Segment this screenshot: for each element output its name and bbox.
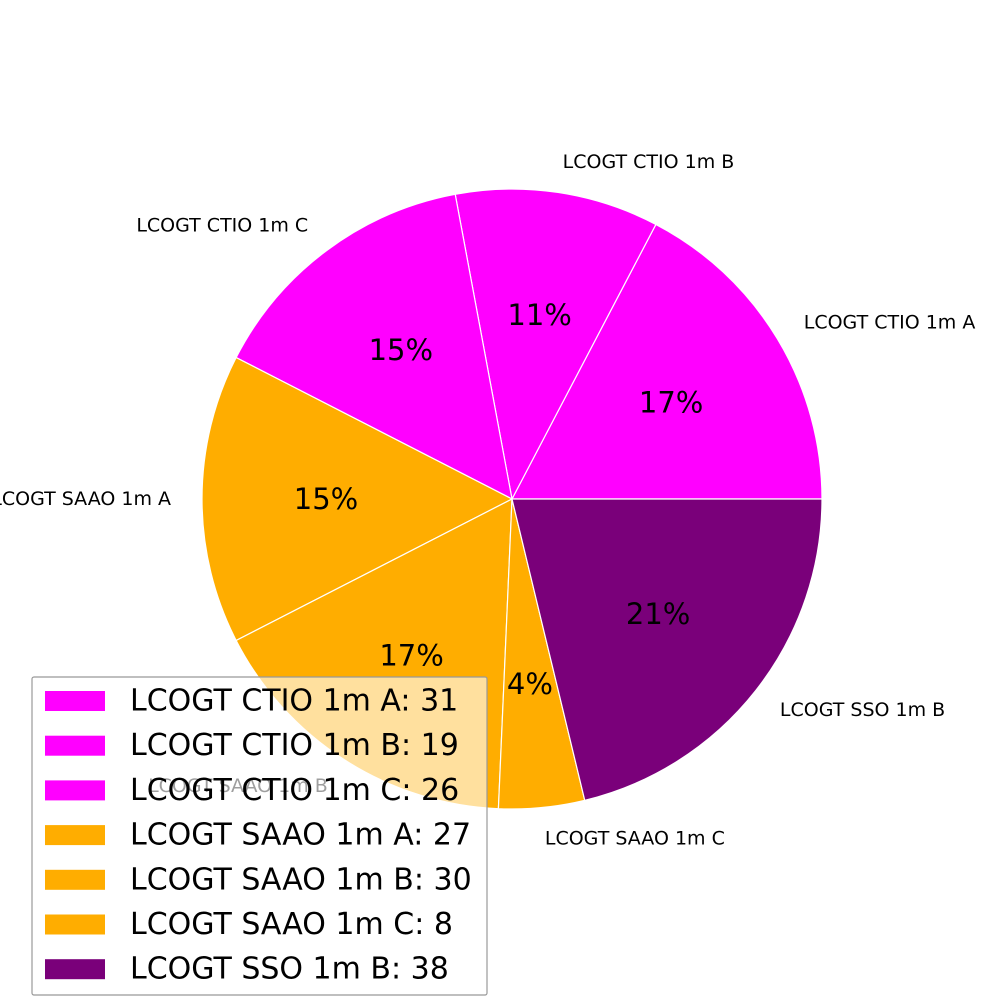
slice-name-label: LCOGT SSO 1m B — [780, 699, 945, 721]
legend-entry: LCOGT SAAO 1m C: 8 — [130, 907, 453, 942]
legend-swatch — [45, 735, 105, 756]
legend-swatch — [45, 780, 105, 801]
slice-percent-label: 4% — [507, 667, 553, 701]
legend-entry: LCOGT CTIO 1m A: 31 — [130, 684, 458, 719]
slice-name-label: LCOGT CTIO 1m C — [136, 215, 308, 237]
pie-slices — [201, 188, 823, 810]
pie-slice — [454, 188, 657, 501]
slice-percent-label: 11% — [507, 298, 571, 332]
legend-entry: LCOGT CTIO 1m C: 26 — [130, 773, 459, 808]
legend-swatch — [45, 959, 105, 980]
legend-entry: LCOGT SAAO 1m A: 27 — [130, 818, 471, 853]
legend-swatch — [45, 914, 105, 935]
legend-frame — [31, 676, 488, 996]
slice-name-label: LCOGT SAAO 1m A — [0, 488, 171, 510]
slice-percent-label: 17% — [379, 639, 443, 673]
slice-percent-label: 15% — [369, 333, 433, 367]
pie-slice — [511, 223, 823, 500]
pie-slice — [235, 193, 513, 501]
legend-entry: LCOGT SAAO 1m B: 30 — [130, 862, 472, 897]
slice-name-label: LCOGT CTIO 1m A — [804, 311, 976, 333]
slice-percent-label: 21% — [626, 597, 690, 631]
legend-entry: LCOGT SSO 1m B: 38 — [130, 952, 449, 987]
legend-swatch — [45, 691, 105, 711]
legend-swatch — [45, 869, 105, 890]
legend-entry: LCOGT CTIO 1m B: 19 — [130, 728, 459, 763]
slice-percent-label: 17% — [639, 386, 703, 420]
pie-slice — [201, 356, 514, 642]
slice-name-label: LCOGT SAAO 1m C — [545, 827, 725, 849]
pie-slice — [511, 498, 823, 802]
legend-swatch — [45, 825, 105, 846]
legend: LCOGT CTIO 1m A: 31 LCOGT CTIO 1m B: 19 LC… — [31, 676, 488, 996]
slice-name-label: LCOGT CTIO 1m B — [563, 151, 735, 173]
slice-percent-label: 15% — [294, 482, 358, 516]
